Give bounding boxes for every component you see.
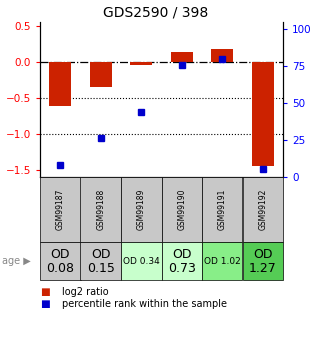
Bar [90,62,112,87]
Text: GSM99187: GSM99187 [56,189,65,230]
Text: OD 0.34: OD 0.34 [123,256,160,266]
Text: GSM99189: GSM99189 [137,189,146,230]
Text: OD
0.73: OD 0.73 [168,247,196,275]
Bar [211,49,233,62]
Text: OD
0.15: OD 0.15 [87,247,115,275]
Text: age ▶: age ▶ [2,256,31,266]
Text: ■: ■ [40,299,50,309]
Text: ■: ■ [40,287,50,297]
Text: GSM99191: GSM99191 [218,189,227,230]
Bar [130,62,152,65]
Text: GDS2590 / 398: GDS2590 / 398 [103,5,208,19]
Bar [171,52,193,62]
Text: OD
0.08: OD 0.08 [46,247,74,275]
Text: log2 ratio: log2 ratio [62,287,109,297]
Bar [49,62,72,106]
Text: percentile rank within the sample: percentile rank within the sample [62,299,227,309]
Bar [252,62,274,166]
Text: GSM99192: GSM99192 [258,189,267,230]
Text: GSM99190: GSM99190 [177,189,186,230]
Text: GSM99188: GSM99188 [96,189,105,230]
Text: OD 1.02: OD 1.02 [204,256,241,266]
Text: OD
1.27: OD 1.27 [249,247,276,275]
